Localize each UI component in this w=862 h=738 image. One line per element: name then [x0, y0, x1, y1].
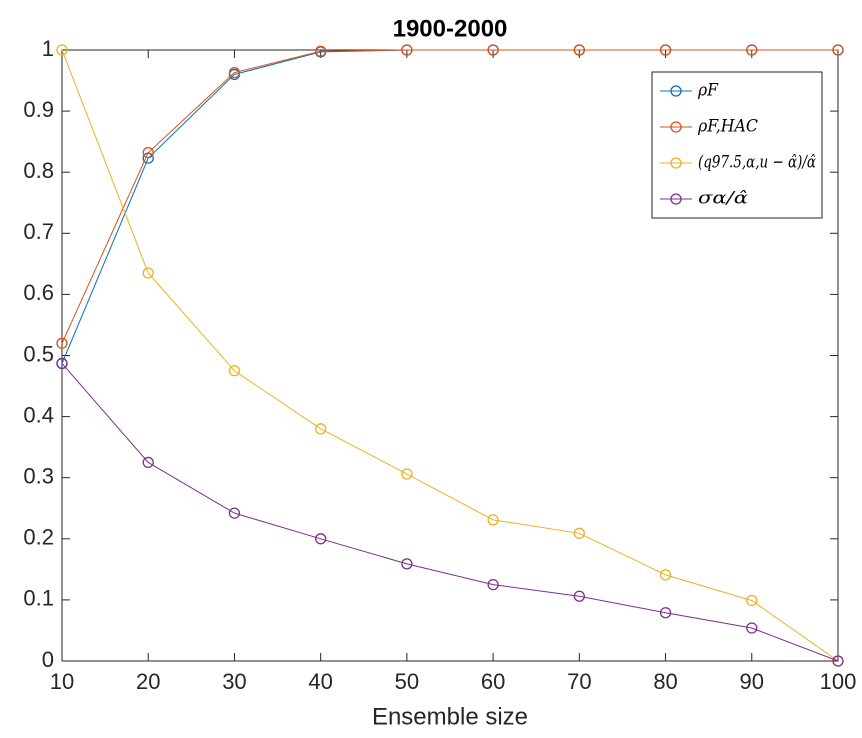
marker: [487, 514, 499, 526]
y-tick-label: 0.6: [23, 280, 54, 305]
marker: [228, 507, 241, 519]
legend-label: (q97.5,α,u − α̂)/α̂: [698, 153, 816, 173]
y-tick-label: 0.5: [23, 341, 54, 366]
marker: [746, 622, 758, 634]
series-line: [61, 363, 839, 662]
marker: [832, 44, 844, 56]
marker: [573, 44, 585, 56]
marker: [142, 456, 154, 469]
x-tick-label: 80: [653, 669, 677, 694]
y-tick-label: 0: [42, 647, 54, 672]
x-tick-label: 30: [222, 669, 246, 694]
marker: [401, 468, 413, 480]
x-tick-label: 70: [567, 669, 591, 694]
legend-label: ρF: [697, 81, 719, 101]
x-tick-label: 60: [481, 669, 505, 694]
marker: [56, 337, 68, 349]
marker: [315, 423, 327, 435]
series-line: [61, 49, 838, 344]
x-tick-label: 100: [820, 669, 857, 694]
marker: [659, 44, 672, 56]
marker: [746, 594, 758, 607]
marker: [142, 267, 154, 279]
marker: [746, 44, 758, 56]
marker: [315, 45, 327, 57]
legend-marker: [670, 193, 682, 205]
y-tick-label: 0.9: [23, 97, 54, 122]
marker: [401, 44, 413, 56]
legend-marker: [670, 121, 682, 133]
x-tick-label: 90: [740, 669, 764, 694]
legend-label: ρF,HAC: [697, 117, 758, 137]
x-tick-label: 40: [308, 669, 332, 694]
y-tick-label: 1: [42, 36, 54, 61]
marker: [832, 655, 844, 667]
marker: [228, 365, 241, 377]
y-tick-label: 0.3: [23, 464, 54, 489]
marker: [228, 66, 241, 79]
marker: [573, 590, 585, 602]
marker: [56, 44, 68, 56]
x-tick-label: 20: [136, 669, 160, 694]
legend-box: [651, 71, 823, 219]
y-tick-label: 0.7: [23, 219, 54, 244]
y-tick-label: 0.8: [23, 158, 54, 183]
marker: [573, 527, 585, 539]
marker: [315, 533, 327, 545]
marker: [659, 607, 672, 619]
legend-marker: [670, 85, 682, 97]
x-tick-label: 10: [50, 669, 74, 694]
legend-marker: [670, 157, 682, 169]
y-tick-label: 0.4: [23, 402, 54, 427]
series-line: [61, 49, 839, 662]
x-axis-label: Ensemble size: [372, 703, 528, 730]
marker: [142, 146, 154, 159]
legend-label: σα/α̂: [698, 189, 749, 209]
y-tick-label: 0.1: [23, 586, 54, 611]
marker: [487, 578, 499, 591]
x-tick-label: 50: [395, 669, 419, 694]
marker: [487, 44, 499, 56]
marker: [56, 357, 68, 370]
chart-title: 1900-2000: [393, 15, 508, 42]
marker: [401, 558, 413, 570]
y-tick-label: 0.2: [23, 525, 54, 550]
marker: [659, 569, 672, 581]
